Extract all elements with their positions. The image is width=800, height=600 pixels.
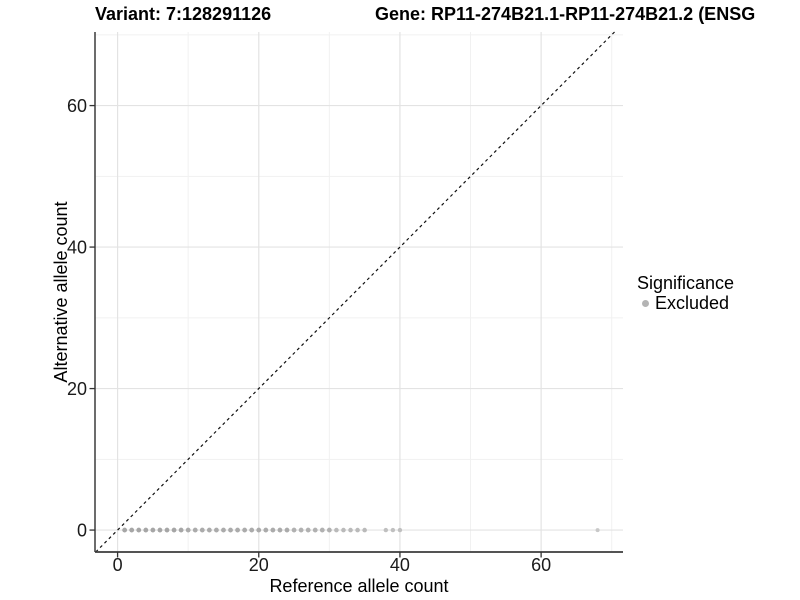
data-point: [390, 527, 396, 533]
legend-item-excluded: Excluded: [637, 294, 734, 313]
data-point: [319, 527, 325, 533]
data-point: [192, 527, 198, 533]
data-point: [249, 527, 255, 533]
y-tick-label: 40: [67, 238, 87, 258]
y-tick-label: 0: [77, 521, 87, 541]
data-point: [136, 527, 142, 533]
x-axis-title: Reference allele count: [269, 576, 449, 596]
data-point: [305, 527, 311, 533]
data-point: [242, 527, 248, 533]
data-point: [334, 527, 339, 533]
x-tick-label: 0: [113, 555, 123, 575]
data-point: [256, 527, 262, 533]
data-point: [312, 527, 318, 533]
data-point: [143, 527, 149, 533]
data-point: [150, 527, 156, 533]
data-point: [341, 527, 346, 533]
data-point: [298, 527, 304, 533]
data-point: [129, 527, 135, 533]
data-point: [185, 527, 191, 533]
data-point: [383, 527, 389, 533]
legend: Significance Excluded: [637, 274, 734, 313]
data-point: [171, 527, 177, 533]
data-point: [263, 527, 269, 533]
data-point: [214, 527, 219, 533]
y-tick-label: 20: [67, 379, 87, 399]
data-point: [178, 527, 184, 533]
data-point: [270, 527, 276, 533]
data-point: [164, 527, 170, 533]
data-point: [326, 527, 332, 533]
data-point: [228, 527, 233, 533]
legend-title: Significance: [637, 273, 735, 293]
data-point: [221, 527, 226, 533]
data-point: [291, 527, 297, 533]
x-tick-label: 60: [531, 555, 551, 575]
data-point: [157, 527, 163, 533]
data-point: [284, 527, 290, 533]
legend-point-icon: [642, 300, 649, 307]
data-point: [397, 527, 403, 533]
plot-title-variant: Variant: 7:128291126: [95, 4, 272, 24]
data-point: [235, 527, 240, 533]
data-point: [122, 527, 128, 533]
data-point: [355, 527, 360, 533]
data-point: [277, 527, 283, 533]
data-point: [595, 528, 600, 533]
y-axis-title: Alternative allele count: [51, 201, 71, 383]
data-point: [199, 527, 205, 533]
data-point: [206, 527, 212, 533]
x-tick-label: 40: [390, 555, 410, 575]
data-point: [348, 527, 353, 533]
x-tick-label: 20: [249, 555, 269, 575]
data-point: [362, 527, 367, 533]
identity-dashed-line: [95, 31, 615, 553]
legend-item-label: Excluded: [655, 293, 730, 313]
plot-title-gene: Gene: RP11-274B21.1-RP11-274B21.2 (ENSG: [375, 4, 756, 24]
y-tick-label: 60: [67, 96, 87, 116]
